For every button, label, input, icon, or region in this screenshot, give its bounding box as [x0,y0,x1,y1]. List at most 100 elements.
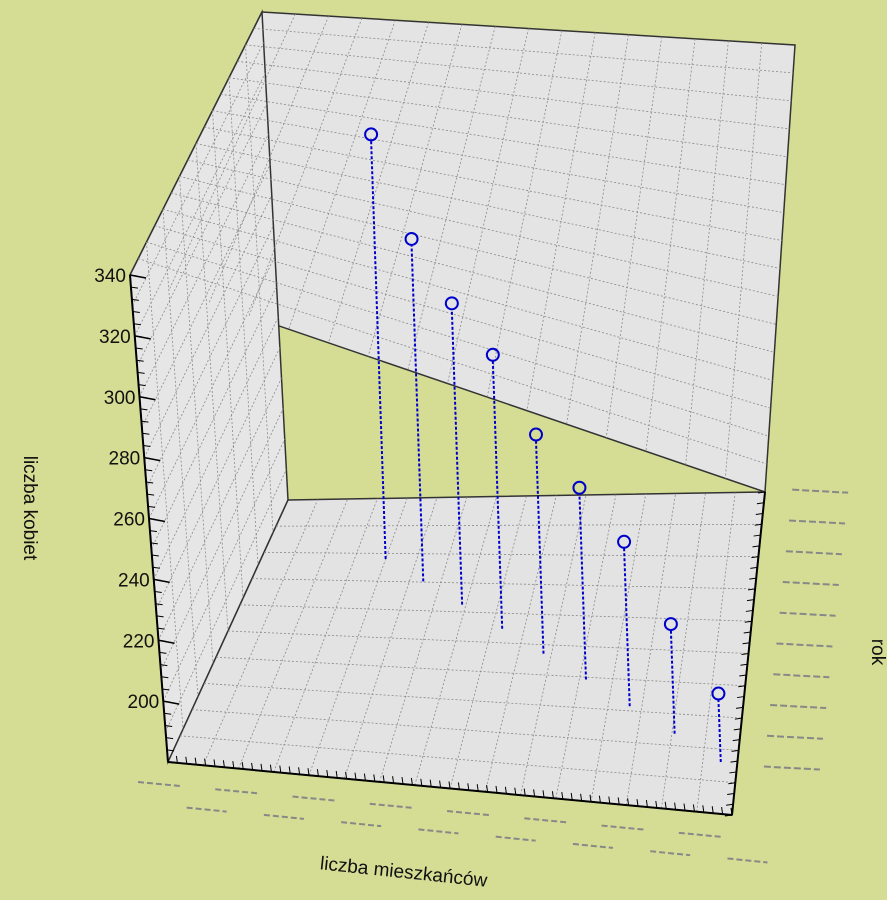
z-minor-tick [140,408,148,411]
back-wall-grid-h [195,143,781,269]
back-wall-grid-h [237,60,790,130]
x-minor-tick [523,788,526,796]
y-minor-tick [740,663,748,666]
x-minor-tick [363,773,366,781]
x-minor-tick [580,793,583,801]
z-minor-tick [137,371,145,374]
z-minor-tick [146,481,154,484]
x-minor-tick [683,803,686,811]
y-minor-tick [733,728,741,731]
y-minor-tick [724,814,733,817]
y-minor-tick [746,599,755,602]
x-tick-label-faint [418,828,459,835]
y-minor-tick [728,782,736,785]
data-point [528,427,543,442]
z-axis-title: liczba kobiet [19,456,40,561]
x-minor-tick [617,797,620,805]
x-minor-tick [721,807,724,815]
x-minor-tick [326,769,329,778]
z-minor-tick [135,347,143,350]
drop-line [450,309,464,605]
x-minor-tick [570,792,573,801]
y-minor-tick [742,642,750,645]
z-minor-tick [143,444,151,447]
floor-grid-depth [625,493,676,806]
z-tick-label: 340 [94,266,126,287]
drop-line [534,440,545,654]
y-minor-tick [738,685,746,688]
x-minor-tick [598,795,601,803]
z-minor-tick [150,542,158,545]
x-minor-tick [636,799,639,807]
z-minor-tick [167,761,176,764]
x-minor-tick [288,766,291,774]
x-tick-label-faint [572,842,614,849]
x-minor-tick [307,768,310,776]
grid-lines [132,13,794,812]
x-minor-tick [232,761,235,769]
z-tick-label: 200 [128,692,160,713]
y-minor-tick [755,513,763,516]
floor-grid-width [191,709,739,751]
y-minor-tick [729,771,737,774]
y-minor-tick [757,491,766,494]
z-minor-tick [164,712,172,715]
z-minor-tick [131,298,139,301]
x-minor-tick [354,772,357,780]
x-minor-tick [674,802,677,810]
x-minor-tick [457,782,460,790]
back-wall-grid-h [187,159,779,297]
y-tick-label-faint [792,488,849,494]
x-minor-tick [664,801,667,809]
x-minor-tick [711,806,714,814]
z-minor-tick [161,676,169,679]
x-minor-tick [645,799,648,808]
back-wall-grid-v [526,32,596,411]
x-minor-tick [175,755,178,763]
x-minor-tick [542,790,545,798]
data-point [711,686,726,701]
left-wall-grid-v [195,143,229,632]
z-minor-tick [166,737,174,740]
floor-grid-width [227,630,749,654]
back-wall-grid-v [645,38,696,452]
y-minor-tick [737,696,745,699]
y-minor-tick [749,577,757,580]
y-minor-tick [753,534,761,537]
z-minor-tick [158,639,166,642]
back-wall-grid-v [724,42,763,479]
y-tick-label-faint [785,550,842,556]
left-wall-grid-h [139,133,269,397]
drop-line [717,699,722,763]
data-points [364,127,726,763]
x-minor-tick [185,756,188,764]
y-minor-tick [744,620,752,623]
x-minor-tick [222,760,225,768]
left-wall-grid-v [228,77,259,566]
z-minor-tick [144,457,152,460]
back-wall-grid-v [685,40,729,465]
floor-grid-depth [590,493,647,802]
left-wall-grid-h [158,377,282,641]
y-axis-title: rok [867,639,887,666]
left-wall-grid-h [134,72,266,337]
floor-grid-depth [343,497,438,779]
x-minor-tick [655,800,658,809]
z-minor-tick [162,688,170,691]
back-wall-grid-h [220,93,786,186]
x-minor-tick [730,807,733,816]
left-wall-grid-h [136,103,268,367]
y-minor-tick [748,588,756,591]
left-wall-grid-v [212,110,244,599]
x-minor-tick [401,777,404,785]
left-wall-grid-h [155,347,281,610]
drop-line [669,630,676,734]
floor-grid-width [215,656,746,687]
x-minor-tick [495,785,498,793]
x-minor-tick [279,765,282,773]
x-tick-label-faint [678,831,721,838]
left-wall-grid-h [165,469,287,732]
z-minor-tick [151,554,159,557]
data-point [364,127,379,142]
